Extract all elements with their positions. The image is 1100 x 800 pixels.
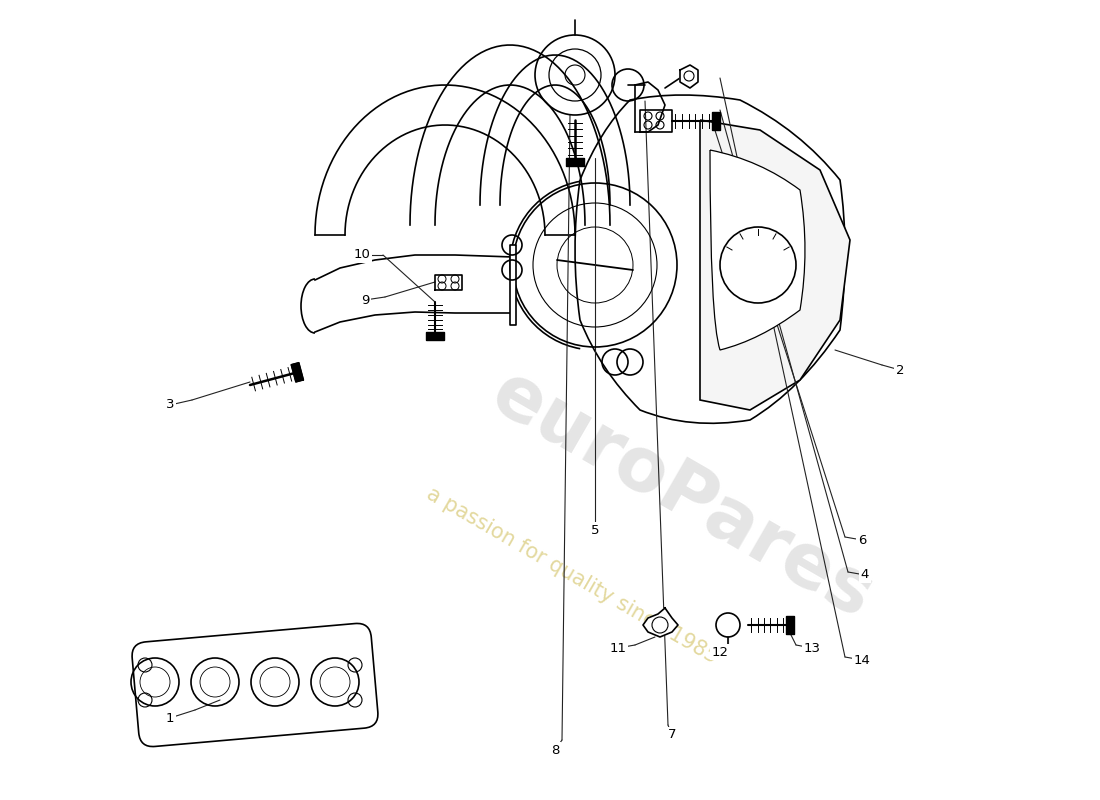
Text: 5: 5: [591, 523, 600, 537]
Text: 3: 3: [166, 398, 174, 411]
FancyBboxPatch shape: [132, 623, 378, 746]
Text: 6: 6: [858, 534, 866, 546]
Polygon shape: [644, 608, 678, 637]
Text: 8: 8: [551, 743, 559, 757]
Polygon shape: [292, 362, 304, 382]
Polygon shape: [712, 112, 720, 130]
Text: 12: 12: [712, 646, 728, 658]
PathPatch shape: [710, 150, 805, 350]
Text: 1: 1: [166, 711, 174, 725]
Polygon shape: [566, 158, 584, 166]
Polygon shape: [680, 65, 698, 88]
Text: 2: 2: [895, 363, 904, 377]
Text: 10: 10: [353, 249, 371, 262]
Polygon shape: [426, 332, 444, 340]
Text: 14: 14: [854, 654, 870, 666]
Text: 11: 11: [609, 642, 627, 654]
Text: 7: 7: [668, 729, 676, 742]
Text: 4: 4: [861, 569, 869, 582]
Text: a passion for quality since 1985: a passion for quality since 1985: [422, 484, 722, 668]
Text: euroPares: euroPares: [478, 357, 886, 635]
PathPatch shape: [700, 120, 850, 410]
Text: 9: 9: [361, 294, 370, 306]
Polygon shape: [786, 616, 794, 634]
Text: 13: 13: [803, 642, 821, 654]
PathPatch shape: [575, 95, 845, 423]
